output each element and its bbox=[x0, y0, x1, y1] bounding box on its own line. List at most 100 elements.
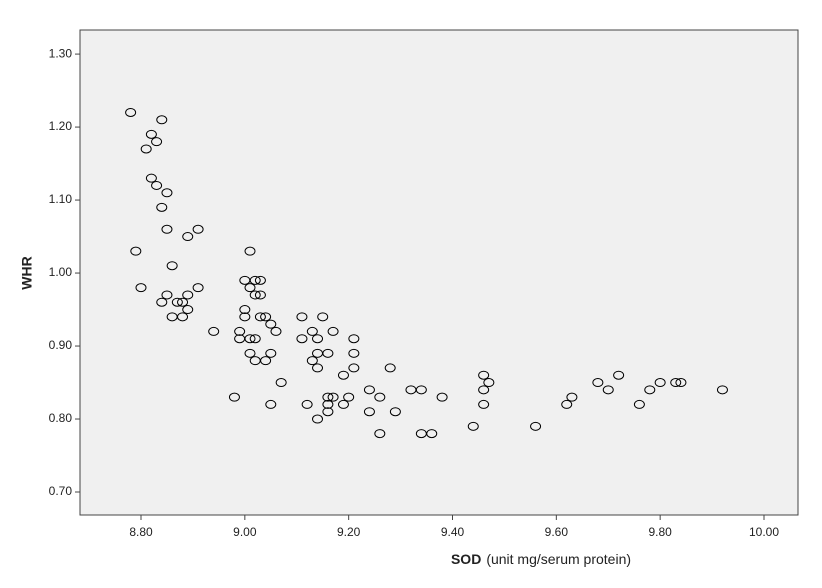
y-tick-label: 0.80 bbox=[49, 411, 73, 425]
scatter-point bbox=[374, 392, 386, 402]
scatter-point bbox=[306, 356, 318, 366]
scatter-point bbox=[182, 232, 194, 242]
scatter-point bbox=[633, 399, 645, 409]
scatter-point bbox=[145, 129, 157, 139]
scatter-point bbox=[348, 334, 360, 344]
scatter-point bbox=[177, 297, 189, 307]
scatter-point bbox=[478, 399, 490, 409]
scatter-point bbox=[301, 399, 313, 409]
scatter-point bbox=[312, 334, 324, 344]
scatter-point bbox=[467, 421, 479, 431]
scatter-point bbox=[312, 363, 324, 373]
scatter-point bbox=[125, 107, 137, 117]
scatter-point bbox=[151, 137, 163, 147]
scatter-point bbox=[337, 370, 349, 380]
scatter-point bbox=[561, 399, 573, 409]
scatter-point bbox=[322, 392, 334, 402]
scatter-point bbox=[156, 115, 168, 125]
scatter-point bbox=[478, 370, 490, 380]
scatter-point bbox=[592, 378, 604, 388]
scatter-point bbox=[530, 421, 542, 431]
scatter-point bbox=[239, 305, 251, 315]
scatter-point bbox=[265, 319, 277, 329]
scatter-point bbox=[363, 385, 375, 395]
scatter-point bbox=[145, 173, 157, 183]
scatter-point bbox=[374, 429, 386, 439]
scatter-point bbox=[249, 334, 261, 344]
scatter-point bbox=[254, 312, 266, 322]
x-axis-label-bold: SOD bbox=[451, 551, 481, 567]
scatter-point bbox=[265, 348, 277, 358]
scatter-point bbox=[602, 385, 614, 395]
scatter-point bbox=[670, 378, 682, 388]
scatter-point bbox=[613, 370, 625, 380]
scatter-point bbox=[296, 312, 308, 322]
x-tick-label: 9.60 bbox=[545, 525, 569, 539]
scatter-point bbox=[254, 275, 266, 285]
y-axis-label: WHR bbox=[19, 256, 35, 289]
scatter-point bbox=[135, 283, 147, 293]
scatter-point bbox=[644, 385, 656, 395]
scatter-point bbox=[478, 385, 490, 395]
scatter-point bbox=[436, 392, 448, 402]
scatter-point bbox=[322, 407, 334, 417]
scatter-point bbox=[244, 334, 256, 344]
x-tick-label: 9.00 bbox=[233, 525, 257, 539]
scatter-point bbox=[254, 290, 266, 300]
scatter-point bbox=[317, 312, 329, 322]
scatter-point bbox=[389, 407, 401, 417]
scatter-point bbox=[384, 363, 396, 373]
scatter-point bbox=[426, 429, 438, 439]
x-axis-label-unit: (unit mg/serum protein) bbox=[486, 551, 631, 567]
y-tick-label: 0.90 bbox=[49, 338, 73, 352]
scatter-point bbox=[208, 326, 220, 336]
scatter-point bbox=[322, 348, 334, 358]
scatter-point bbox=[249, 290, 261, 300]
plot-area bbox=[79, 29, 799, 516]
scatter-point bbox=[337, 399, 349, 409]
scatter-point bbox=[322, 399, 334, 409]
scatter-point bbox=[244, 283, 256, 293]
scatter-point bbox=[182, 290, 194, 300]
scatter-point bbox=[244, 348, 256, 358]
scatter-point bbox=[192, 224, 204, 234]
scatter-point bbox=[161, 188, 173, 198]
scatter-point bbox=[244, 246, 256, 256]
scatter-point bbox=[228, 392, 240, 402]
scatter-point bbox=[363, 407, 375, 417]
scatter-point bbox=[312, 414, 324, 424]
scatter-point bbox=[182, 305, 194, 315]
scatter-point bbox=[348, 348, 360, 358]
scatter-point bbox=[566, 392, 578, 402]
y-tick-label: 1.00 bbox=[49, 265, 73, 279]
y-tick-label: 1.10 bbox=[49, 192, 73, 206]
scatter-point bbox=[327, 392, 339, 402]
scatter-point bbox=[156, 202, 168, 212]
x-tick-label: 8.80 bbox=[129, 525, 153, 539]
scatter-point bbox=[234, 326, 246, 336]
scatter-point bbox=[270, 326, 282, 336]
scatter-point bbox=[177, 312, 189, 322]
scatter-point bbox=[716, 385, 728, 395]
scatter-point bbox=[161, 290, 173, 300]
x-tick-label: 9.80 bbox=[648, 525, 672, 539]
scatter-point bbox=[130, 246, 142, 256]
scatter-point bbox=[654, 378, 666, 388]
scatter-point bbox=[343, 392, 355, 402]
scatter-point bbox=[239, 312, 251, 322]
y-tick-label: 1.20 bbox=[49, 119, 73, 133]
scatter-point bbox=[415, 385, 427, 395]
y-tick-label: 0.70 bbox=[49, 484, 73, 498]
scatter-point bbox=[265, 399, 277, 409]
scatter-point bbox=[140, 144, 152, 154]
scatter-point bbox=[260, 312, 272, 322]
x-axis-label: SOD (unit mg/serum protein) bbox=[451, 551, 631, 567]
scatter-point bbox=[483, 378, 495, 388]
scatter-point bbox=[156, 297, 168, 307]
y-tick-label: 1.30 bbox=[49, 46, 73, 60]
scatter-point bbox=[166, 261, 178, 271]
scatter-point bbox=[675, 378, 687, 388]
scatter-point bbox=[161, 224, 173, 234]
